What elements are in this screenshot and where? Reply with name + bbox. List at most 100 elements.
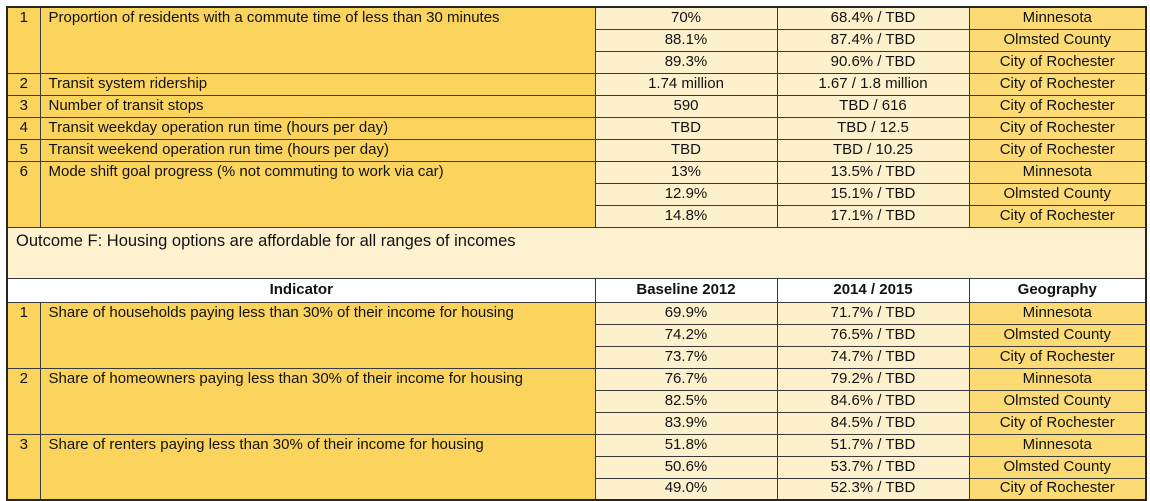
row-number-cell: 3 [6, 94, 41, 118]
period-cell: TBD / 616 [776, 94, 970, 118]
period-cell: 15.1% / TBD [776, 182, 970, 206]
baseline-cell: 89.3% [594, 50, 778, 74]
transit-section: 1 Proportion of residents with a commute… [6, 6, 1147, 228]
geography-cell: Minnesota [968, 433, 1147, 457]
indicator-cell: Transit system ridership [39, 72, 596, 96]
baseline-cell: 82.5% [594, 389, 778, 413]
geography-cell: City of Rochester [968, 477, 1147, 501]
baseline-cell: 14.8% [594, 204, 778, 228]
baseline-cell: 70% [594, 6, 778, 30]
baseline-cell: 76.7% [594, 367, 778, 391]
table-row: 3 Share of renters paying less than 30% … [6, 433, 1147, 501]
period-cell: 87.4% / TBD [776, 28, 970, 52]
period-cell: 13.5% / TBD [776, 160, 970, 184]
geography-cell: City of Rochester [968, 72, 1147, 96]
indicator-cell: Mode shift goal progress (% not commutin… [39, 160, 596, 228]
table-row: 4 Transit weekday operation run time (ho… [6, 116, 1147, 140]
baseline-cell: 1.74 million [594, 72, 778, 96]
geography-cell: Minnesota [968, 6, 1147, 30]
header-baseline: Baseline 2012 [594, 277, 778, 303]
table-row: 2 Transit system ridership 1.74 million … [6, 72, 1147, 96]
header-geography: Geography [968, 277, 1147, 303]
baseline-cell: 73.7% [594, 345, 778, 369]
baseline-cell: TBD [594, 138, 778, 162]
outcome-banner: Outcome F: Housing options are affordabl… [7, 226, 1146, 279]
row-number-cell: 2 [6, 72, 41, 96]
baseline-cell: 83.9% [594, 411, 778, 435]
performance-indicator-table: 1 Proportion of residents with a commute… [6, 6, 1147, 501]
geography-cell: City of Rochester [968, 116, 1147, 140]
baseline-cell: 74.2% [594, 323, 778, 347]
geography-cell: Minnesota [968, 367, 1147, 391]
table-row: 5 Transit weekend operation run time (ho… [6, 138, 1147, 162]
row-number-cell: 1 [6, 301, 41, 369]
period-cell: 71.7% / TBD [776, 301, 970, 325]
table-row: 89.3% 90.6% / TBD City of Rochester [7, 50, 1147, 74]
table-row: 1 Proportion of residents with a commute… [6, 6, 1147, 74]
outcome-f-section: Outcome F: Housing options are affordabl… [6, 226, 1147, 303]
indicator-cell: Transit weekday operation run time (hour… [39, 116, 596, 140]
period-cell: 76.5% / TBD [776, 323, 970, 347]
baseline-cell: 590 [594, 94, 778, 118]
row-number-cell: 3 [6, 433, 41, 501]
indicator-cell: Transit weekend operation run time (hour… [39, 138, 596, 162]
geography-cell: City of Rochester [968, 94, 1147, 118]
table-row: 50.6% 53.7% / TBD Olmsted County [7, 455, 1147, 479]
geography-cell: Olmsted County [968, 389, 1147, 413]
period-cell: 17.1% / TBD [776, 204, 970, 228]
indicator-cell: Share of homeowners paying less than 30%… [39, 367, 596, 435]
period-cell: 68.4% / TBD [776, 6, 970, 30]
period-cell: 51.7% / TBD [776, 433, 970, 457]
geography-cell: City of Rochester [968, 345, 1147, 369]
row-number-cell: 1 [6, 6, 41, 74]
period-cell: 52.3% / TBD [776, 477, 970, 501]
period-cell: TBD / 10.25 [776, 138, 970, 162]
header-indicator: Indicator [6, 277, 596, 303]
indicator-cell: Proportion of residents with a commute t… [39, 6, 596, 74]
baseline-cell: TBD [594, 116, 778, 140]
period-cell: TBD / 12.5 [776, 116, 970, 140]
period-cell: 53.7% / TBD [776, 455, 970, 479]
row-number-cell: 4 [6, 116, 41, 140]
indicator-cell: Share of households paying less than 30%… [39, 301, 596, 369]
geography-cell: Olmsted County [968, 182, 1147, 206]
period-cell: 84.5% / TBD [776, 411, 970, 435]
geography-cell: Olmsted County [968, 28, 1147, 52]
baseline-cell: 50.6% [594, 455, 778, 479]
row-number-cell: 5 [6, 138, 41, 162]
indicator-cell: Number of transit stops [39, 94, 596, 118]
baseline-cell: 13% [594, 160, 778, 184]
outcome-banner-row: Outcome F: Housing options are affordabl… [7, 226, 1146, 279]
table-row: 14.8% 17.1% / TBD City of Rochester [7, 204, 1147, 228]
baseline-cell: 88.1% [594, 28, 778, 52]
baseline-cell: 69.9% [594, 301, 778, 325]
table-row: 88.1% 87.4% / TBD Olmsted County [7, 28, 1147, 52]
geography-cell: City of Rochester [968, 138, 1147, 162]
table-row: 74.2% 76.5% / TBD Olmsted County [7, 323, 1147, 347]
geography-cell: City of Rochester [968, 204, 1147, 228]
table-row: 2 Share of homeowners paying less than 3… [6, 367, 1147, 435]
header-period: 2014 / 2015 [776, 277, 970, 303]
geography-cell: Olmsted County [968, 455, 1147, 479]
period-cell: 74.7% / TBD [776, 345, 970, 369]
geography-cell: City of Rochester [968, 411, 1147, 435]
table-row: 83.9% 84.5% / TBD City of Rochester [7, 411, 1147, 435]
geography-cell: City of Rochester [968, 50, 1147, 74]
column-header-row: Indicator Baseline 2012 2014 / 2015 Geog… [6, 277, 1147, 303]
period-cell: 79.2% / TBD [776, 367, 970, 391]
period-cell: 84.6% / TBD [776, 389, 970, 413]
table-row: 6 Mode shift goal progress (% not commut… [6, 160, 1147, 228]
baseline-cell: 12.9% [594, 182, 778, 206]
table-row: 1 Share of households paying less than 3… [6, 301, 1147, 369]
table-row: 73.7% 74.7% / TBD City of Rochester [7, 345, 1147, 369]
baseline-cell: 51.8% [594, 433, 778, 457]
geography-cell: Minnesota [968, 160, 1147, 184]
period-cell: 90.6% / TBD [776, 50, 970, 74]
period-cell: 1.67 / 1.8 million [776, 72, 970, 96]
housing-section: 1 Share of households paying less than 3… [6, 301, 1147, 501]
table-row: 3 Number of transit stops 590 TBD / 616 … [6, 94, 1147, 118]
baseline-cell: 49.0% [594, 477, 778, 501]
table-row: 82.5% 84.6% / TBD Olmsted County [7, 389, 1147, 413]
geography-cell: Olmsted County [968, 323, 1147, 347]
